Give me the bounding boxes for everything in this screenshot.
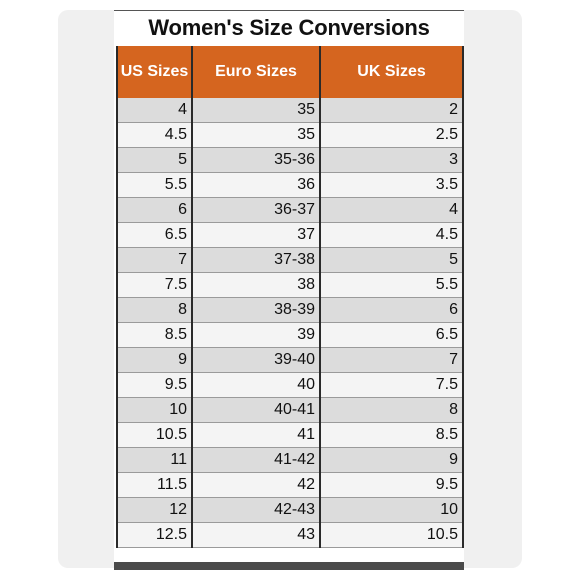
table-row: 11.5 42 9.5 (116, 472, 464, 498)
euro-size-cell: 37-38 (191, 247, 321, 273)
us-size-cell: 10 (116, 397, 193, 423)
uk-size-cell: 10.5 (319, 522, 464, 548)
us-size-cell: 11 (116, 447, 193, 473)
euro-size-cell: 43 (191, 522, 321, 548)
us-size-cell: 7 (116, 247, 193, 273)
table-row: 4 35 2 (116, 98, 464, 123)
uk-size-cell: 6 (319, 297, 464, 323)
table-row: 6 36-37 4 (116, 197, 464, 223)
uk-size-cell: 9.5 (319, 472, 464, 498)
bottom-border (114, 562, 464, 570)
euro-size-cell: 36-37 (191, 197, 321, 223)
uk-size-cell: 8.5 (319, 422, 464, 448)
table-row: 9 39-40 7 (116, 347, 464, 373)
uk-size-cell: 2.5 (319, 122, 464, 148)
header-euro-sizes: Euro Sizes (191, 46, 321, 98)
top-border (114, 10, 464, 11)
table-body: 4 35 2 4.5 35 2.5 5 35-36 3 5.5 36 3.5 6 36-37 4 6.5 37 4… (116, 98, 464, 548)
uk-size-cell: 3 (319, 147, 464, 173)
uk-size-cell: 10 (319, 497, 464, 523)
us-size-cell: 4.5 (116, 122, 193, 148)
table-row: 7.5 38 5.5 (116, 272, 464, 298)
header-us-sizes: US Sizes (116, 46, 193, 98)
uk-size-cell: 5.5 (319, 272, 464, 298)
euro-size-cell: 35-36 (191, 147, 321, 173)
uk-size-cell: 4.5 (319, 222, 464, 248)
header-uk-sizes: UK Sizes (319, 46, 464, 98)
euro-size-cell: 40-41 (191, 397, 321, 423)
table-row: 4.5 35 2.5 (116, 122, 464, 148)
table-row: 12 42-43 10 (116, 497, 464, 523)
euro-size-cell: 40 (191, 372, 321, 398)
euro-size-cell: 37 (191, 222, 321, 248)
us-size-cell: 9 (116, 347, 193, 373)
euro-size-cell: 39 (191, 322, 321, 348)
us-size-cell: 5.5 (116, 172, 193, 198)
euro-size-cell: 39-40 (191, 347, 321, 373)
uk-size-cell: 9 (319, 447, 464, 473)
us-size-cell: 5 (116, 147, 193, 173)
us-size-cell: 12.5 (116, 522, 193, 548)
table-row: 5 35-36 3 (116, 147, 464, 173)
uk-size-cell: 6.5 (319, 322, 464, 348)
table-row: 9.5 40 7.5 (116, 372, 464, 398)
us-size-cell: 10.5 (116, 422, 193, 448)
uk-size-cell: 3.5 (319, 172, 464, 198)
euro-size-cell: 38 (191, 272, 321, 298)
us-size-cell: 11.5 (116, 472, 193, 498)
uk-size-cell: 5 (319, 247, 464, 273)
us-size-cell: 4 (116, 98, 193, 123)
size-conversion-table: US Sizes Euro Sizes UK Sizes 4 35 2 4.5 35 2.… (116, 46, 464, 548)
us-size-cell: 9.5 (116, 372, 193, 398)
header-row: US Sizes Euro Sizes UK Sizes (116, 46, 464, 98)
us-size-cell: 8 (116, 297, 193, 323)
euro-size-cell: 38-39 (191, 297, 321, 323)
euro-size-cell: 35 (191, 122, 321, 148)
us-size-cell: 12 (116, 497, 193, 523)
table-row: 10 40-41 8 (116, 397, 464, 423)
uk-size-cell: 8 (319, 397, 464, 423)
page-title: Women's Size Conversions (148, 14, 430, 40)
uk-size-cell: 7 (319, 347, 464, 373)
euro-size-cell: 36 (191, 172, 321, 198)
us-size-cell: 8.5 (116, 322, 193, 348)
us-size-cell: 6 (116, 197, 193, 223)
uk-size-cell: 7.5 (319, 372, 464, 398)
table-row: 8.5 39 6.5 (116, 322, 464, 348)
table-row: 10.5 41 8.5 (116, 422, 464, 448)
euro-size-cell: 35 (191, 98, 321, 123)
table-row: 6.5 37 4.5 (116, 222, 464, 248)
table-row: 8 38-39 6 (116, 297, 464, 323)
table-row: 12.5 43 10.5 (116, 522, 464, 548)
us-size-cell: 6.5 (116, 222, 193, 248)
table-row: 11 41-42 9 (116, 447, 464, 473)
euro-size-cell: 41 (191, 422, 321, 448)
euro-size-cell: 41-42 (191, 447, 321, 473)
uk-size-cell: 4 (319, 197, 464, 223)
table-row: 7 37-38 5 (116, 247, 464, 273)
euro-size-cell: 42 (191, 472, 321, 498)
uk-size-cell: 2 (319, 98, 464, 123)
euro-size-cell: 42-43 (191, 497, 321, 523)
table-row: 5.5 36 3.5 (116, 172, 464, 198)
us-size-cell: 7.5 (116, 272, 193, 298)
